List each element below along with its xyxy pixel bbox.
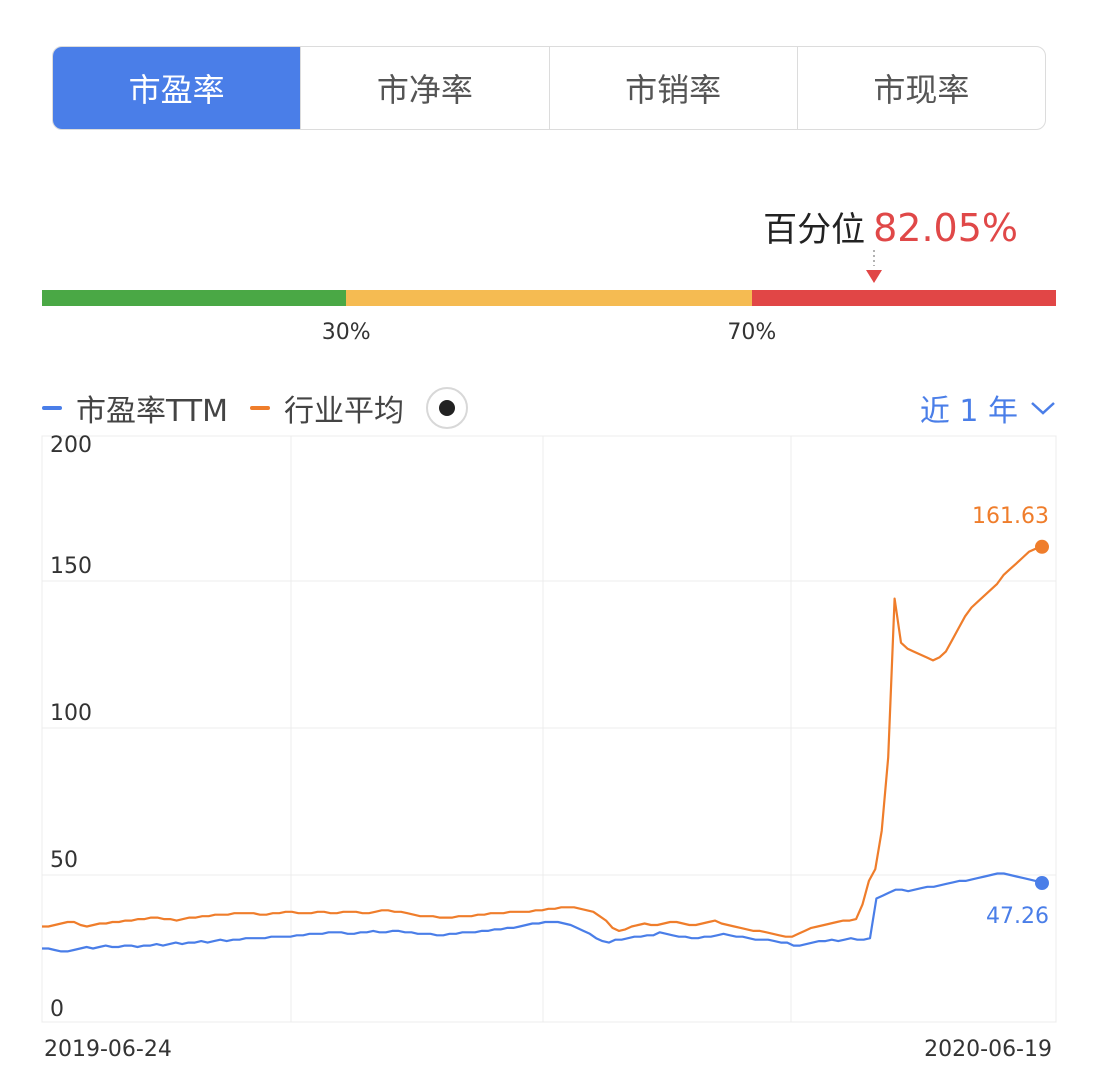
series-end-label-pe-ttm: 47.26 — [986, 904, 1049, 929]
y-tick-label: 0 — [50, 997, 64, 1022]
y-tick-label: 150 — [50, 554, 92, 579]
percentile-label: 百分位 — [763, 210, 866, 250]
y-tick-label: 100 — [50, 701, 92, 726]
legend-item-industry-avg[interactable]: 行业平均 — [250, 386, 404, 430]
chevron-down-icon — [1031, 402, 1055, 415]
x-start-label: 2019-06-24 — [44, 1037, 172, 1062]
plot-frame — [41, 435, 1057, 1023]
legend-swatch-industry-avg — [250, 406, 271, 410]
series-end-point-industry-avg — [1035, 539, 1049, 554]
metric-tabs: 市盈率 市净率 市销率 市现率 — [52, 46, 1046, 130]
tab-ps[interactable]: 市销率 — [548, 47, 797, 129]
percentile-pointer-icon — [865, 250, 882, 283]
percentile-readout: 百分位 82.05% — [763, 202, 1018, 252]
legend-item-pe-ttm[interactable]: 市盈率TTM — [42, 386, 228, 430]
time-range-label: 近 1 年 — [919, 394, 1018, 429]
scale-segment-high — [751, 290, 1056, 306]
dot-icon — [439, 400, 456, 416]
chart-legend: 市盈率TTM 行业平均 近 1 年 — [42, 384, 1056, 432]
percentile-scale-bar — [42, 290, 1056, 306]
tab-pe[interactable]: 市盈率 — [53, 47, 301, 129]
series-end-point-pe-ttm — [1035, 876, 1049, 891]
tab-pb[interactable]: 市净率 — [300, 47, 548, 129]
legend-swatch-pe-ttm — [42, 406, 62, 410]
dot-toggle-button[interactable] — [426, 387, 469, 429]
tab-pcf[interactable]: 市现率 — [796, 47, 1045, 129]
legend-label-pe-ttm: 市盈率TTM — [76, 394, 229, 429]
y-tick-label: 50 — [50, 848, 78, 873]
scale-mark-30: 30% — [321, 320, 371, 345]
scale-segment-mid — [346, 290, 752, 306]
scale-mark-70: 70% — [727, 320, 777, 345]
time-range-dropdown[interactable]: 近 1 年 — [920, 386, 1056, 430]
series-line-pe-ttm — [42, 872, 1043, 953]
scale-segment-low — [42, 290, 347, 306]
percentile-value: 82.05% — [873, 206, 1018, 250]
y-tick-label: 200 — [50, 433, 92, 458]
legend-label-industry-avg: 行业平均 — [284, 394, 405, 429]
x-end-label: 2020-06-19 — [924, 1037, 1052, 1062]
series-end-label-industry-avg: 161.63 — [972, 504, 1049, 529]
series-line-industry-avg — [42, 545, 1043, 938]
